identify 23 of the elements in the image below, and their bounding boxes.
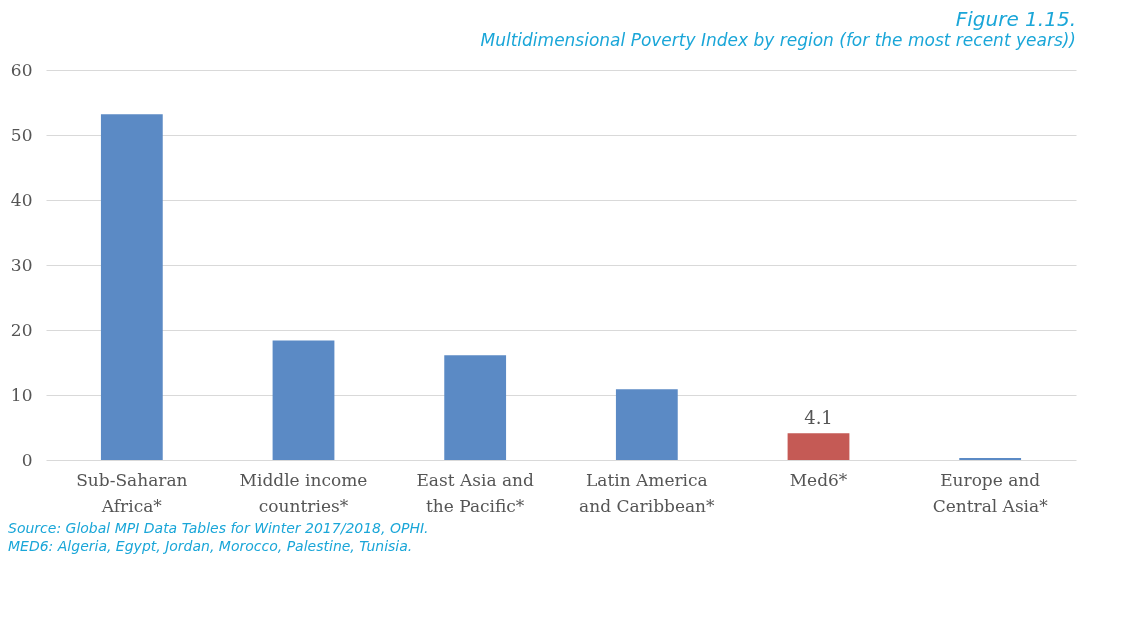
bar [272,340,335,460]
y-tick-label: 50 [10,124,33,145]
y-tick-label: 0 [21,449,33,470]
text: MED6: Algeria, Egypt, Jordan, Morocco, Palestine, Tunisia. [8,537,414,555]
x-tick-label: Middle income countries* [239,469,368,516]
y-tick-label: 40 [10,189,33,210]
source-note: Source: Global MPI Data Tables for Winter 2017/2018, OPHI. [8,519,430,537]
chart-title: Figure 1.15. [955,7,1076,31]
bar [787,433,850,460]
bar [615,389,678,460]
x-tick-label: East Asia and the Pacific* [416,469,535,516]
y-tick-label: 10 [10,384,33,405]
bar [100,114,163,460]
x-tick-label: Sub-Saharan Africa* [76,469,188,516]
bar [444,355,507,460]
y-tick-label: 60 [10,59,33,80]
data-label: 4.1 [804,407,833,429]
y-tick-label: 30 [10,254,33,275]
x-tick-label: Europe and Central Asia* [932,469,1049,516]
x-tick-label: Latin America and Caribbean* [579,469,716,516]
y-tick-label: 20 [10,319,33,340]
x-tick-label: Med6* [789,469,848,490]
chart-subtitle: Multidimensional Poverty Index by region (for the most recent years)) [480,30,1076,50]
